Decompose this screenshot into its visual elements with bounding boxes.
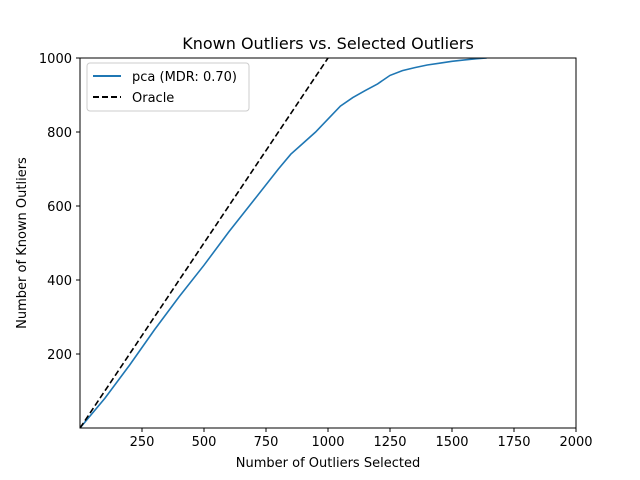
y-tick-label: 200: [47, 348, 72, 363]
legend-label-oracle: Oracle: [132, 91, 174, 106]
y-tick-label: 600: [47, 200, 72, 215]
y-tick-label: 1000: [39, 52, 72, 67]
x-axis-ticks: 250 500 750 1000 1250 1500 1750 2000: [130, 428, 593, 450]
legend-label-pca: pca (MDR: 0.70): [132, 70, 237, 85]
x-tick-label: 1500: [435, 435, 468, 450]
y-tick-label: 800: [47, 126, 72, 141]
x-tick-label: 750: [254, 435, 279, 450]
x-tick-label: 1000: [311, 435, 344, 450]
y-axis-label: Number of Known Outliers: [15, 157, 30, 329]
x-tick-label: 1750: [497, 435, 530, 450]
x-axis-label: Number of Outliers Selected: [236, 456, 420, 471]
y-axis-ticks: 200 400 600 800 1000: [39, 52, 80, 363]
chart-title: Known Outliers vs. Selected Outliers: [182, 34, 474, 53]
x-tick-label: 1250: [373, 435, 406, 450]
x-tick-label: 500: [192, 435, 217, 450]
series-line-oracle: [80, 58, 329, 428]
y-tick-label: 400: [47, 274, 72, 289]
legend: pca (MDR: 0.70) Oracle: [86, 62, 250, 112]
x-tick-label: 2000: [559, 435, 592, 450]
plot-lines: [80, 58, 487, 428]
legend-box: [86, 62, 250, 112]
series-line-pca: [80, 58, 487, 428]
x-tick-label: 250: [130, 435, 155, 450]
